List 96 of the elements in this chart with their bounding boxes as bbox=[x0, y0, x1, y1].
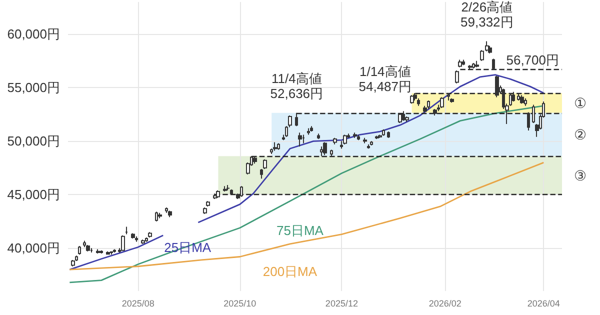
y-tick-label: 50,000円 bbox=[7, 134, 60, 149]
candlestick bbox=[353, 132, 357, 138]
candlestick bbox=[302, 134, 305, 144]
candlestick bbox=[141, 239, 145, 244]
annotation: 2/26高値 59,332円 bbox=[460, 0, 514, 30]
candlestick bbox=[216, 190, 220, 198]
candlestick bbox=[206, 200, 210, 207]
band-label: ② bbox=[574, 126, 587, 143]
candlestick bbox=[223, 186, 227, 192]
candlestick bbox=[125, 226, 128, 235]
candlestick bbox=[135, 236, 138, 242]
band-label: ③ bbox=[574, 167, 587, 184]
band-label: ① bbox=[574, 95, 587, 112]
x-tick-label: 2025/12 bbox=[325, 298, 358, 308]
candlestick bbox=[527, 112, 530, 131]
candlestick bbox=[492, 58, 495, 70]
candlestick bbox=[433, 108, 437, 116]
candlestick bbox=[402, 110, 405, 122]
x-tick-label: 2025/10 bbox=[224, 298, 256, 308]
candlestick bbox=[495, 75, 499, 98]
candlestick bbox=[363, 137, 367, 144]
candlestick bbox=[155, 211, 158, 222]
candlestick bbox=[462, 59, 465, 66]
candlestick bbox=[512, 91, 515, 102]
candlestick bbox=[367, 144, 370, 150]
candlestick bbox=[100, 250, 103, 254]
candlestick bbox=[298, 132, 302, 147]
candlestick bbox=[121, 234, 125, 251]
candlestick bbox=[382, 128, 385, 136]
candlestick bbox=[387, 131, 390, 138]
candlestick bbox=[78, 246, 81, 256]
candlestick bbox=[263, 158, 267, 170]
candlestick bbox=[532, 104, 535, 124]
candlestick bbox=[488, 45, 492, 54]
candlestick bbox=[260, 168, 263, 180]
y-tick-label: 45,000円 bbox=[7, 187, 60, 202]
series-label: 75日MA bbox=[276, 223, 324, 238]
series-label: 200日MA bbox=[262, 264, 318, 279]
candlestick bbox=[427, 100, 430, 110]
line-series bbox=[68, 105, 544, 284]
candlestick bbox=[158, 212, 162, 219]
candlestick bbox=[253, 156, 257, 164]
candlestick bbox=[240, 186, 243, 198]
candlestick bbox=[310, 126, 313, 132]
candlestick bbox=[343, 134, 347, 145]
candlestick bbox=[333, 137, 337, 145]
candlestick bbox=[96, 248, 100, 254]
candlestick bbox=[226, 184, 230, 191]
x-tick-label: 2025/08 bbox=[122, 298, 154, 308]
candlestick bbox=[113, 248, 116, 253]
candlestick bbox=[213, 193, 217, 200]
candlestick bbox=[110, 250, 113, 256]
candlestick bbox=[295, 112, 298, 127]
candlestick bbox=[323, 142, 327, 156]
candlestick bbox=[520, 94, 524, 104]
candlestick bbox=[86, 244, 90, 252]
candlestick bbox=[370, 140, 373, 146]
candlestick bbox=[398, 112, 402, 124]
x-tick-label: 2026/02 bbox=[428, 298, 462, 308]
candlestick bbox=[273, 142, 277, 152]
candlestick bbox=[230, 188, 233, 196]
candlestick bbox=[524, 98, 527, 106]
candlestick bbox=[472, 62, 475, 69]
x-tick-label: 2026/04 bbox=[527, 298, 560, 308]
y-tick-label: 40,000円 bbox=[7, 240, 60, 256]
candlestick bbox=[330, 149, 333, 157]
y-tick-label: 55,000円 bbox=[7, 80, 60, 96]
candlestick bbox=[468, 64, 472, 70]
candlestick bbox=[148, 232, 152, 238]
annotation: 1/14高値 54,487円 bbox=[358, 64, 412, 94]
candlestick bbox=[71, 259, 75, 267]
candlestick bbox=[375, 135, 379, 140]
candlestick bbox=[485, 40, 489, 52]
candlestick bbox=[83, 240, 86, 248]
candlestick bbox=[475, 60, 479, 68]
candlestick bbox=[440, 96, 444, 108]
candlestick bbox=[357, 134, 360, 141]
candlestick bbox=[145, 236, 148, 242]
candlestick bbox=[168, 210, 172, 218]
candlestick bbox=[165, 207, 168, 214]
candlestick bbox=[447, 92, 450, 101]
candlestick bbox=[455, 70, 459, 84]
y-tick-label: 60,000円 bbox=[7, 26, 60, 42]
candlestick bbox=[203, 207, 207, 214]
candlestick bbox=[106, 250, 110, 256]
annotation: 11/4高値 52,636円 bbox=[270, 70, 324, 101]
candlestick bbox=[317, 133, 320, 140]
candlestick bbox=[131, 232, 135, 240]
candlestick bbox=[458, 59, 462, 68]
candlestick bbox=[410, 94, 414, 104]
candlestick bbox=[320, 146, 323, 157]
ref-line-label: 56,700円 bbox=[506, 52, 559, 68]
candlestick bbox=[517, 94, 520, 101]
candlestick bbox=[480, 50, 484, 62]
candlestick bbox=[307, 128, 310, 136]
candlestick bbox=[277, 142, 280, 150]
